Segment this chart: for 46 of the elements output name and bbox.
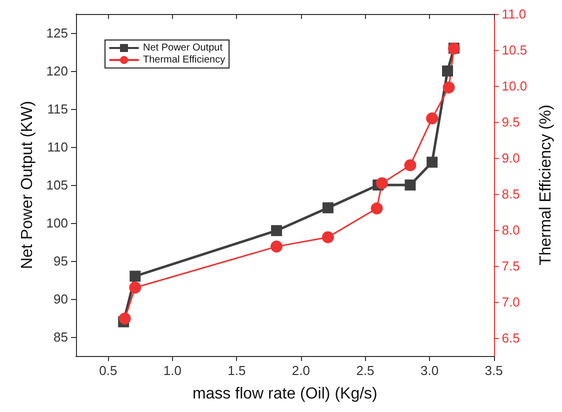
point xyxy=(322,231,334,244)
point xyxy=(404,180,416,190)
y-tick-label: 115 xyxy=(47,102,68,116)
point xyxy=(271,225,282,236)
point xyxy=(270,240,283,253)
y2-tick-label: 7.0 xyxy=(502,294,520,310)
x-tick-label: 2.0 xyxy=(292,363,310,378)
legend-label: Net Power Output xyxy=(143,42,223,54)
y-tick-label: 105 xyxy=(46,178,68,192)
point xyxy=(376,177,388,190)
point xyxy=(426,112,438,124)
x-tick-label: 1.0 xyxy=(163,363,182,378)
point xyxy=(322,202,334,214)
y2-tick-label: 10.5 xyxy=(502,42,528,58)
point xyxy=(442,81,455,94)
point xyxy=(129,282,142,294)
y2-axis-title: Thermal Efficiency (%) xyxy=(538,104,554,266)
point xyxy=(370,202,383,214)
point xyxy=(118,312,131,325)
y2-tick-label: 8.0 xyxy=(502,222,520,238)
point xyxy=(130,270,141,282)
legend-label: Thermal Efficiency xyxy=(143,54,226,66)
x-tick-label: 0.5 xyxy=(99,363,118,378)
point xyxy=(442,66,454,76)
point xyxy=(404,159,416,172)
y-axis-title: Net Power Output (KW) xyxy=(18,100,36,270)
y-tick-label: 120 xyxy=(46,64,68,78)
point xyxy=(426,156,438,168)
y-tick-label: 100 xyxy=(46,216,68,230)
y-tick-label: 110 xyxy=(47,140,68,154)
y2-tick-label: 10.0 xyxy=(502,78,528,94)
y2-tick-label: 9.0 xyxy=(502,150,520,166)
x-axis-title: mass flow rate (Oil) (Kg/s) xyxy=(192,386,378,402)
y-tick-label: 125 xyxy=(46,26,68,40)
x-tick-label: 3.5 xyxy=(484,363,503,378)
y-tick-label: 85 xyxy=(54,330,68,344)
y2-tick-label: 6.5 xyxy=(502,330,520,346)
y2-tick-label: 11.0 xyxy=(502,6,526,22)
y-tick-label: 95 xyxy=(54,254,68,268)
y-tick-label: 90 xyxy=(54,292,68,306)
x-tick-label: 1.5 xyxy=(228,363,246,378)
x-tick-label: 3.0 xyxy=(420,363,439,378)
x-tick-label: 2.5 xyxy=(356,363,374,378)
y2-tick-label: 9.5 xyxy=(502,114,520,130)
y2-tick-label: 7.5 xyxy=(502,258,520,274)
y2-tick-label: 8.5 xyxy=(502,186,520,202)
